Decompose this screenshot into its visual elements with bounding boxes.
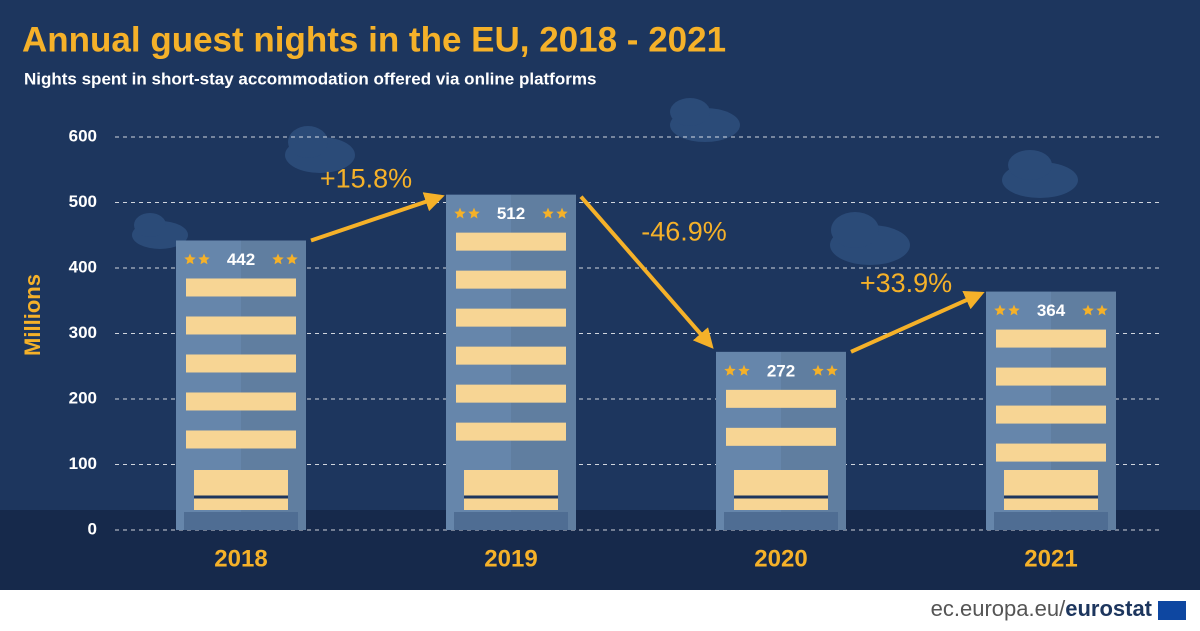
door [194,470,288,510]
window [186,316,296,335]
value-label: 364 [1037,301,1066,320]
window [186,278,296,297]
source: ec.europa.eu/ [931,596,1066,621]
window [456,384,566,403]
value-label: 512 [497,204,525,223]
star [468,207,480,219]
change-label: +33.9% [860,268,952,298]
window [456,346,566,365]
y-tick-label: 500 [69,192,97,211]
clouds [132,98,1078,265]
door [1004,470,1098,510]
value-label: 272 [767,361,795,380]
star [1082,304,1094,316]
window [996,367,1106,386]
window [996,329,1106,348]
star [198,253,210,265]
change-label: +15.8% [320,164,412,194]
star [812,364,824,376]
change-arrow [310,192,445,243]
star [542,207,554,219]
chart-title: Annual guest nights in the EU, 2018 - 20… [22,20,726,59]
star [1096,304,1108,316]
y-tick-label: 400 [69,257,97,276]
x-tick-label: 2021 [1024,545,1077,572]
x-tick-label: 2019 [484,545,537,572]
brand: eurostat [1065,596,1152,621]
window [456,270,566,289]
star [1008,304,1020,316]
x-tick-label: 2020 [754,545,807,572]
window [996,405,1106,424]
y-tick-label: 600 [69,126,97,145]
change-label: -46.9% [641,216,727,246]
star [724,364,736,376]
window [456,422,566,441]
window [456,308,566,327]
step [454,512,568,530]
y-axis-label: Millions [20,274,45,356]
step [994,512,1108,530]
star [994,304,1006,316]
step [724,512,838,530]
y-tick-label: 0 [88,519,97,538]
y-tick-label: 100 [69,454,97,473]
star [556,207,568,219]
eu-flag [1158,601,1186,620]
door [734,470,828,510]
window [726,427,836,446]
footer-source: ec.europa.eu/eurostat [931,596,1153,621]
y-tick-label: 300 [69,323,97,342]
chart-subtitle: Nights spent in short-stay accommodation… [24,69,596,88]
footer [0,590,1200,631]
window [726,389,836,408]
star [826,364,838,376]
window [456,232,566,251]
value-label: 442 [227,250,255,269]
change-arrow [579,195,714,349]
change-arrow [850,290,985,354]
star [738,364,750,376]
window [186,430,296,449]
star [454,207,466,219]
window [996,443,1106,462]
star [184,253,196,265]
window [186,354,296,373]
x-tick-label: 2018 [214,545,267,572]
step [184,512,298,530]
window [186,392,296,411]
star [272,253,284,265]
y-tick-label: 200 [69,388,97,407]
door [464,470,558,510]
star [286,253,298,265]
